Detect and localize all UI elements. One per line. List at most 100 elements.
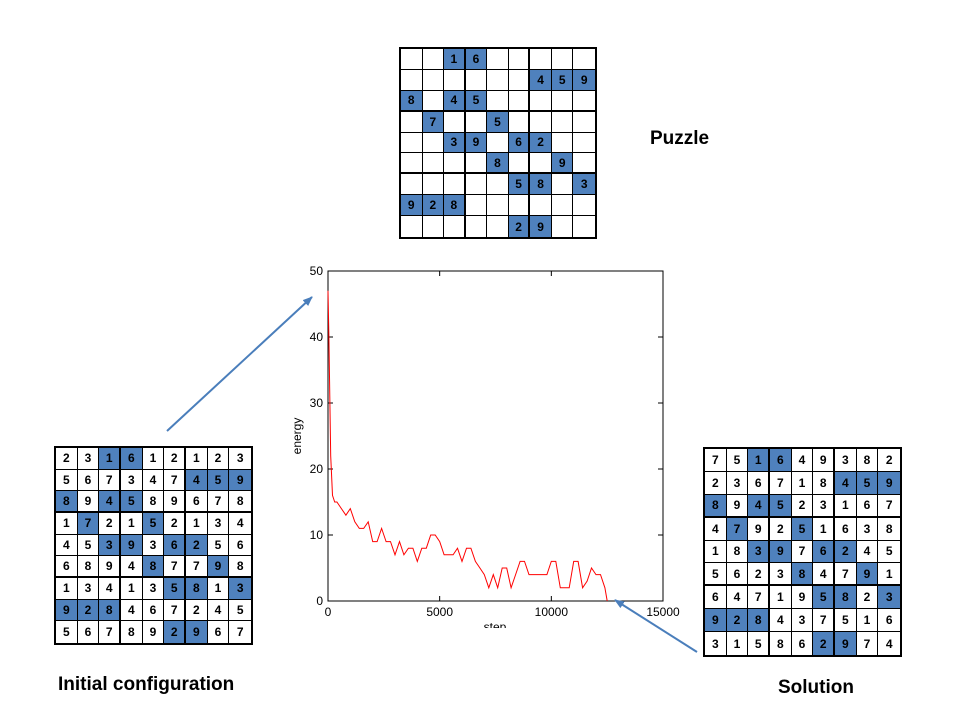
- sudoku-cell: 1: [99, 448, 121, 470]
- sudoku-cell: [573, 91, 595, 112]
- sudoku-cell: 7: [422, 111, 445, 133]
- sudoku-cell: 7: [164, 599, 186, 622]
- sudoku-cell: 3: [444, 132, 466, 154]
- sudoku-cell: 8: [878, 518, 900, 541]
- sudoku-cell: 2: [164, 512, 186, 535]
- sudoku-cell: 4: [120, 556, 143, 578]
- sudoku-cell: 8: [99, 599, 121, 622]
- y-axis-label: energy: [290, 418, 304, 455]
- x-tick-label: 15000: [646, 605, 680, 619]
- sudoku-cell: 2: [164, 448, 186, 470]
- sudoku-cell: 5: [791, 517, 814, 541]
- sudoku-cell: [508, 111, 531, 133]
- sudoku-cell: 5: [164, 577, 186, 600]
- sudoku-cell: 2: [185, 534, 208, 557]
- sudoku-cell: 3: [769, 563, 792, 587]
- sudoku-cell: 8: [121, 621, 143, 643]
- sudoku-cell: 7: [164, 469, 186, 492]
- sudoku-cell: [551, 174, 574, 196]
- sudoku-cell: [422, 49, 445, 70]
- sudoku-cell: [487, 90, 509, 112]
- sudoku-cell: 8: [530, 174, 552, 196]
- sudoku-cell: 1: [56, 512, 78, 535]
- sudoku-cell: 9: [77, 491, 100, 513]
- sudoku-cell: 4: [99, 491, 121, 513]
- x-tick-label: 0: [325, 605, 332, 619]
- sudoku-cell: 4: [120, 599, 143, 622]
- y-tick-label: 30: [310, 396, 324, 410]
- sudoku-cell: 3: [229, 577, 251, 600]
- sudoku-cell: [551, 49, 574, 70]
- sudoku-cell: [551, 195, 574, 217]
- y-tick-label: 20: [310, 462, 324, 476]
- sudoku-cell: 6: [878, 609, 900, 633]
- sudoku-cell: [422, 132, 445, 154]
- sudoku-cell: 6: [508, 132, 531, 154]
- sudoku-cell: 1: [56, 577, 78, 600]
- sudoku-cell: 3: [748, 540, 770, 564]
- sudoku-cell: 3: [120, 469, 143, 492]
- initial-configuration-caption: Initial configuration: [58, 674, 235, 695]
- sudoku-cell: [465, 174, 488, 196]
- sudoku-cell: 3: [573, 174, 595, 196]
- sudoku-cell: 5: [856, 471, 879, 495]
- sudoku-cell: 9: [791, 586, 814, 610]
- sudoku-cell: 4: [791, 449, 814, 472]
- sudoku-cell: 2: [705, 471, 727, 495]
- sudoku-cell: [466, 216, 488, 237]
- sudoku-cell: 1: [748, 449, 770, 472]
- sudoku-cell: 5: [120, 491, 143, 513]
- sudoku-cell: 3: [77, 448, 100, 470]
- sudoku-cell: 1: [878, 563, 900, 587]
- sudoku-cell: 5: [878, 541, 900, 564]
- sudoku-cell: 7: [99, 469, 121, 492]
- sudoku-cell: 3: [77, 577, 100, 600]
- solution-to-chart-arrow: [614, 599, 698, 653]
- sudoku-cell: [508, 195, 531, 217]
- sudoku-cell: 8: [56, 491, 78, 513]
- sudoku-cell: 9: [401, 195, 423, 217]
- sudoku-cell: 9: [530, 216, 552, 237]
- sudoku-cell: 4: [834, 471, 857, 495]
- solution-caption: Solution: [778, 677, 854, 698]
- y-tick-label: 50: [310, 264, 324, 278]
- sudoku-cell: 7: [99, 621, 121, 643]
- sudoku-cell: 5: [487, 111, 509, 133]
- sudoku-cell: 8: [791, 563, 814, 587]
- sudoku-cell: 2: [56, 448, 78, 470]
- sudoku-cell: 2: [164, 621, 186, 643]
- sudoku-cell: 7: [164, 556, 186, 578]
- x-tick-label: 5000: [426, 605, 453, 619]
- sudoku-cell: 9: [164, 491, 186, 513]
- sudoku-cell: [487, 69, 509, 91]
- sudoku-cell: 7: [705, 449, 727, 472]
- sudoku-cell: 1: [142, 448, 165, 470]
- sudoku-cell: 9: [573, 69, 595, 91]
- sudoku-cell: [551, 111, 574, 133]
- sudoku-cell: 6: [856, 494, 879, 518]
- sudoku-cell: [551, 90, 574, 112]
- sudoku-cell: 8: [487, 153, 509, 175]
- sudoku-cell: 1: [727, 632, 749, 655]
- sudoku-cell: 3: [878, 586, 900, 610]
- sudoku-cell: 8: [856, 449, 879, 472]
- sudoku-cell: 6: [208, 621, 230, 643]
- sudoku-cell: 9: [813, 449, 835, 472]
- sudoku-cell: 8: [77, 556, 100, 578]
- sudoku-cell: 2: [185, 599, 208, 622]
- sudoku-cell: 4: [856, 540, 879, 564]
- sudoku-cell: [465, 69, 488, 91]
- sudoku-cell: 8: [401, 90, 423, 112]
- sudoku-cell: [530, 153, 552, 175]
- sudoku-cell: 1: [769, 586, 792, 610]
- sudoku-cell: [444, 216, 466, 237]
- sudoku-cell: 3: [813, 494, 835, 518]
- sudoku-cell: 5: [465, 90, 488, 112]
- sudoku-cell: 2: [77, 599, 100, 622]
- sudoku-cell: 2: [748, 563, 770, 587]
- sudoku-cell: 2: [834, 540, 857, 564]
- sudoku-cell: 8: [770, 632, 792, 655]
- sudoku-cell: 5: [56, 621, 78, 643]
- sudoku-cell: 2: [508, 216, 531, 237]
- sudoku-cell: 5: [769, 494, 792, 518]
